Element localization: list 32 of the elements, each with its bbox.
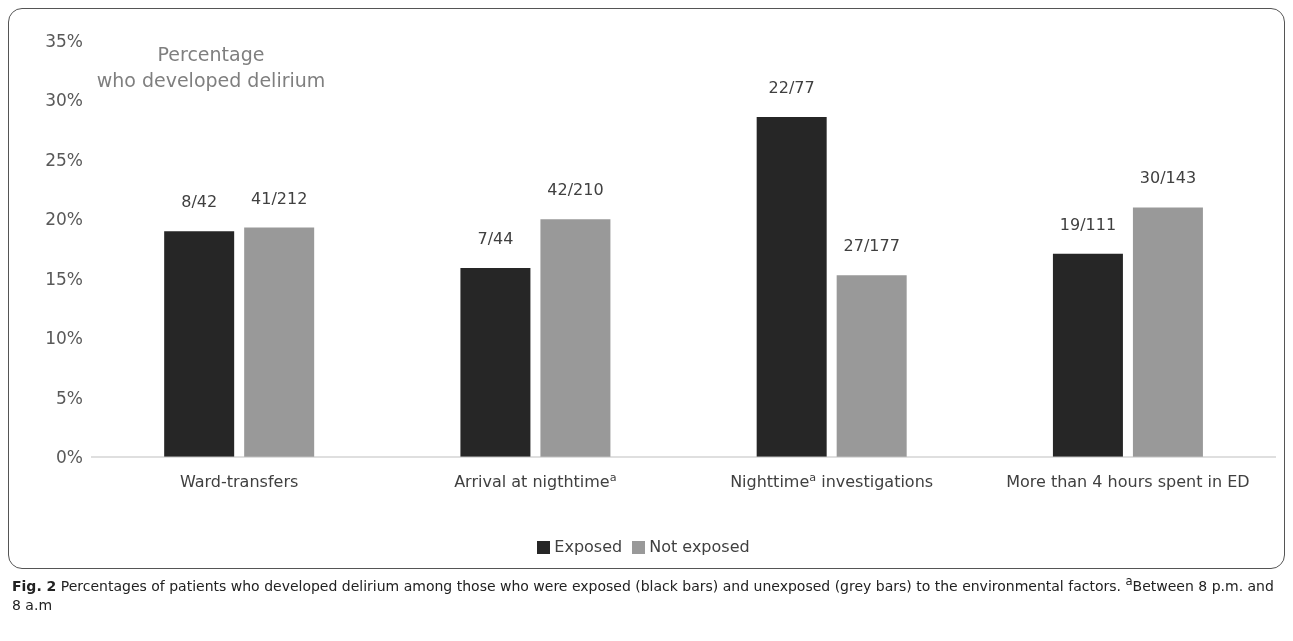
legend-label: Exposed	[554, 537, 623, 556]
y-tick-label: 15%	[45, 268, 83, 289]
data-label: 7/44	[477, 229, 514, 249]
y-tick-label: 0%	[56, 447, 83, 468]
y-tick-label: 25%	[45, 149, 83, 170]
x-tick-label: More than 4 hours spent in ED	[1006, 472, 1250, 491]
bar	[244, 227, 315, 457]
data-label: 8/42	[181, 192, 218, 212]
x-tick-label: Nighttime$^{a}$ investigations	[730, 470, 934, 491]
bar	[1052, 253, 1123, 457]
bar	[540, 219, 611, 457]
data-label: 22/77	[768, 78, 815, 98]
bar	[164, 231, 235, 457]
data-label: 27/177	[843, 236, 900, 256]
y-tick-label: 30%	[45, 90, 83, 111]
y-tick-label: 20%	[45, 209, 83, 230]
y-tick-label: 35%	[45, 31, 83, 52]
y-tick-label: 10%	[45, 328, 83, 349]
legend-label: Not exposed	[649, 537, 750, 556]
data-label: 41/212	[251, 188, 308, 208]
data-label: 19/111	[1059, 214, 1117, 234]
text: Fig. 2 Percentages of patients who developed delirium among those who were exposed (black bars) and unexposed (grey bars) to the environmental factors. $^{a}$Between 8 p.m. and 8 a.m	[12, 574, 1274, 613]
bar	[756, 117, 827, 457]
x-tick-label: Arrival at nigthtime$^{a}$	[454, 470, 617, 491]
y-axis-title: Percentage who developed delirium	[96, 43, 326, 91]
bar	[460, 268, 531, 457]
data-label: 30/143	[1139, 168, 1197, 188]
x-tick-label: Ward-transfers	[179, 472, 299, 491]
bar	[836, 275, 907, 457]
data-label: 42/210	[547, 180, 604, 200]
y-tick-label: 5%	[56, 387, 83, 408]
bar	[1132, 207, 1203, 457]
